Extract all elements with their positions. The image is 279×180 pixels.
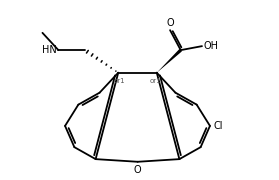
Text: O: O: [166, 18, 174, 28]
Text: or1: or1: [150, 78, 161, 84]
Text: or1: or1: [114, 78, 125, 84]
Text: Cl: Cl: [213, 121, 223, 131]
Text: O: O: [134, 165, 141, 175]
Text: OH: OH: [203, 41, 218, 51]
Text: HN: HN: [42, 45, 57, 55]
Polygon shape: [157, 49, 182, 73]
